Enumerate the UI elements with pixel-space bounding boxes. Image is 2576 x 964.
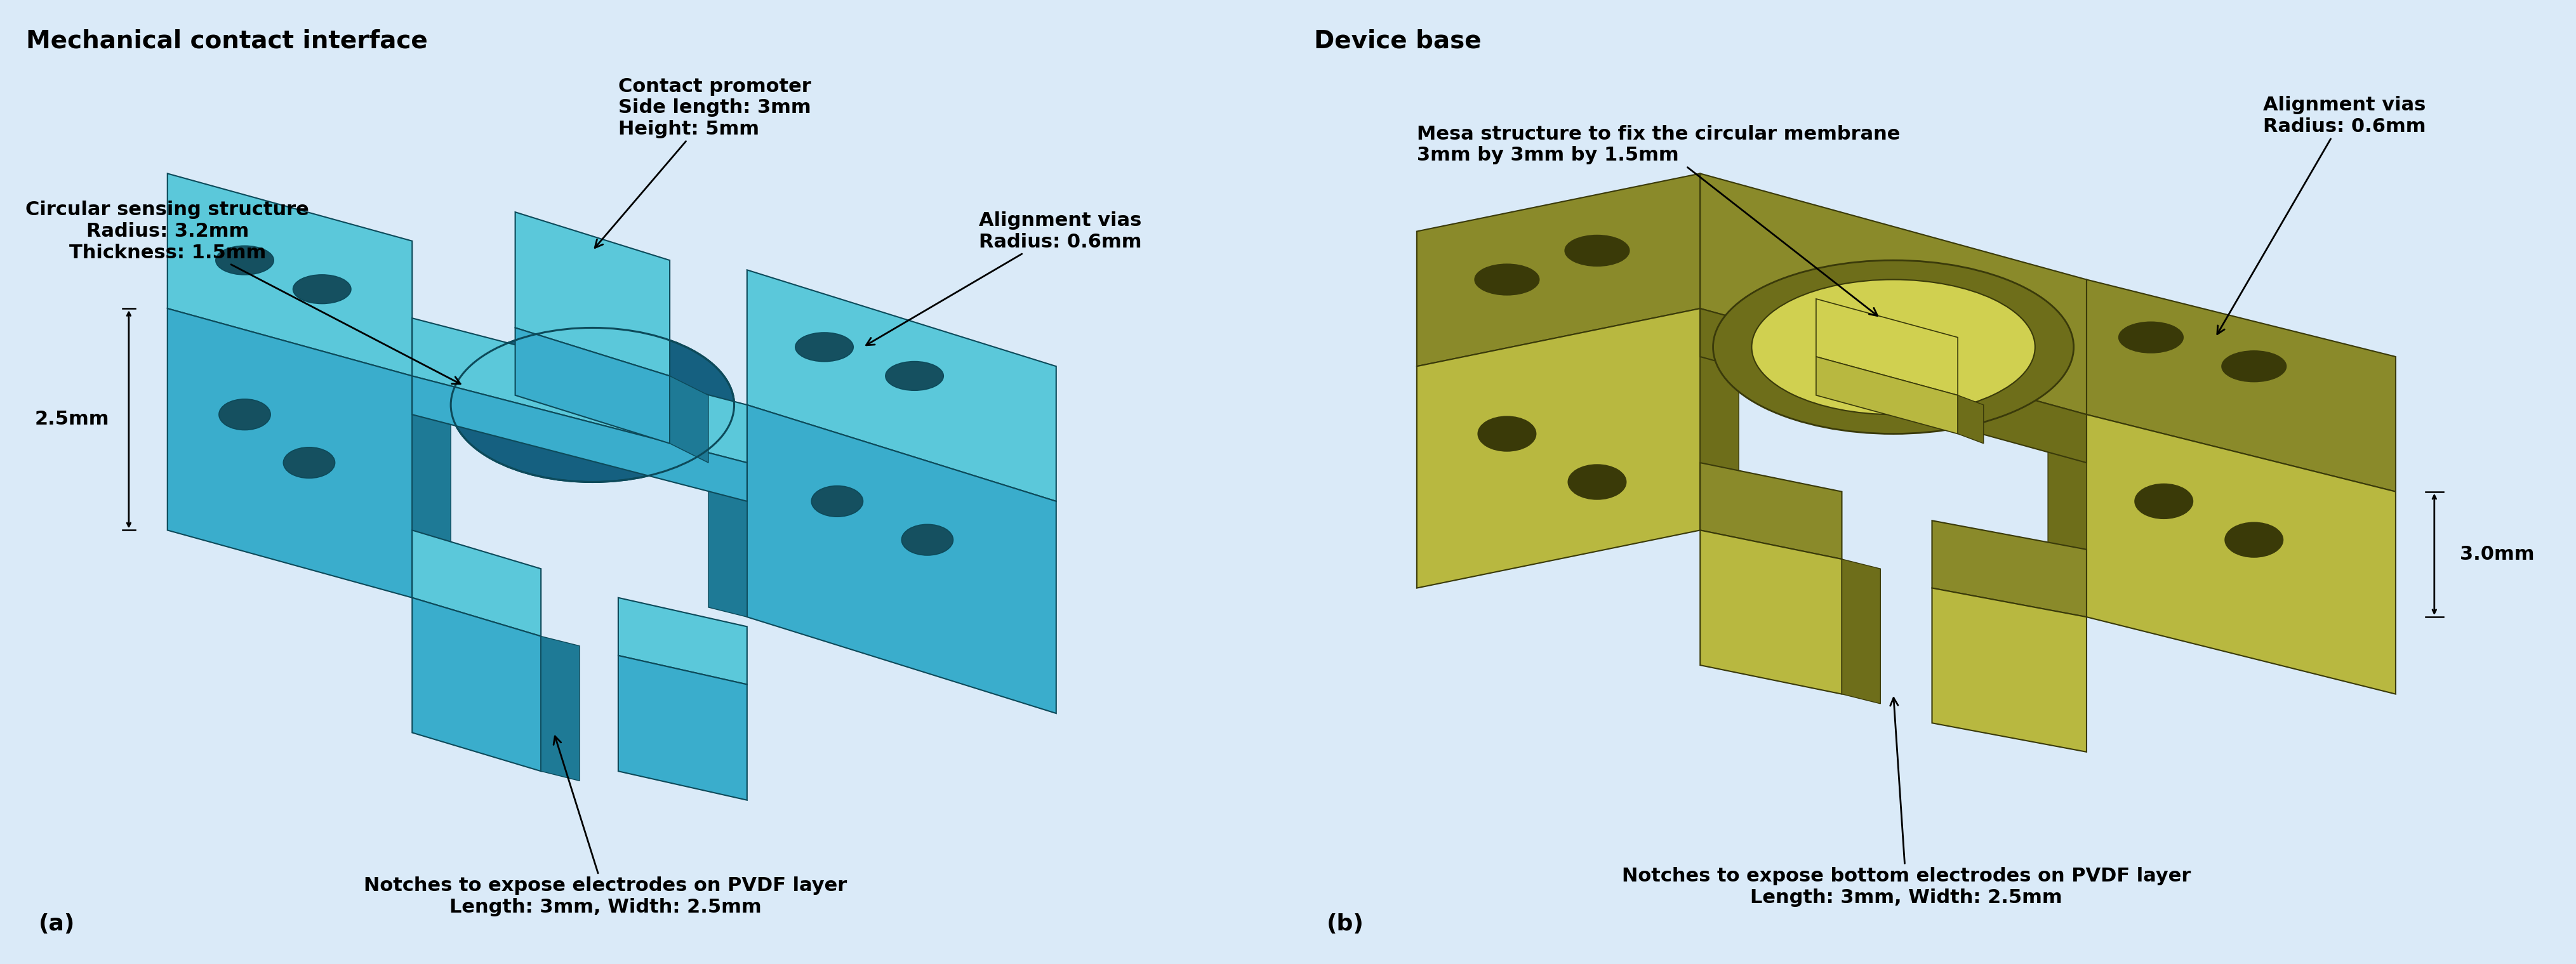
Ellipse shape bbox=[294, 275, 350, 304]
Text: Notches to expose bottom electrodes on PVDF layer
Length: 3mm, Width: 2.5mm: Notches to expose bottom electrodes on P… bbox=[1623, 698, 2190, 907]
Ellipse shape bbox=[1752, 280, 2035, 415]
Polygon shape bbox=[1417, 308, 1700, 588]
Polygon shape bbox=[1700, 308, 1739, 540]
Ellipse shape bbox=[216, 246, 273, 275]
Text: (b): (b) bbox=[1327, 914, 1365, 935]
Polygon shape bbox=[515, 328, 670, 443]
Text: Circular sensing structure
Radius: 3.2mm
Thickness: 1.5mm: Circular sensing structure Radius: 3.2mm… bbox=[26, 201, 461, 384]
Polygon shape bbox=[412, 530, 541, 636]
Polygon shape bbox=[747, 270, 1056, 501]
Polygon shape bbox=[1816, 357, 1958, 434]
Polygon shape bbox=[412, 376, 747, 501]
Text: 2.5mm: 2.5mm bbox=[36, 410, 108, 429]
Polygon shape bbox=[618, 656, 747, 800]
Polygon shape bbox=[1417, 174, 1700, 366]
Ellipse shape bbox=[2117, 322, 2184, 353]
Text: Alignment vias
Radius: 0.6mm: Alignment vias Radius: 0.6mm bbox=[866, 211, 1141, 345]
Polygon shape bbox=[167, 174, 412, 376]
Ellipse shape bbox=[2136, 484, 2192, 519]
Ellipse shape bbox=[811, 486, 863, 517]
Text: (a): (a) bbox=[39, 914, 75, 935]
Ellipse shape bbox=[1473, 264, 1538, 295]
Polygon shape bbox=[1700, 174, 2087, 415]
Polygon shape bbox=[1958, 395, 1984, 443]
Polygon shape bbox=[2048, 405, 2087, 617]
Ellipse shape bbox=[796, 333, 853, 362]
Polygon shape bbox=[1700, 308, 2087, 463]
Text: Notches to expose electrodes on PVDF layer
Length: 3mm, Width: 2.5mm: Notches to expose electrodes on PVDF lay… bbox=[363, 736, 848, 917]
Polygon shape bbox=[515, 212, 670, 376]
Polygon shape bbox=[747, 405, 1056, 713]
Polygon shape bbox=[708, 395, 747, 617]
Polygon shape bbox=[1816, 299, 1958, 395]
Text: Mesa structure to fix the circular membrane
3mm by 3mm by 1.5mm: Mesa structure to fix the circular membr… bbox=[1417, 124, 1901, 316]
Polygon shape bbox=[1700, 530, 1842, 694]
Ellipse shape bbox=[2226, 522, 2282, 557]
Text: 3.0mm: 3.0mm bbox=[2460, 545, 2535, 564]
Polygon shape bbox=[670, 376, 708, 463]
Text: Mechanical contact interface: Mechanical contact interface bbox=[26, 29, 428, 53]
Text: Device base: Device base bbox=[1314, 29, 1481, 53]
Ellipse shape bbox=[283, 447, 335, 478]
Polygon shape bbox=[2087, 415, 2396, 694]
Polygon shape bbox=[412, 598, 541, 771]
Polygon shape bbox=[412, 376, 451, 607]
Ellipse shape bbox=[219, 399, 270, 430]
Ellipse shape bbox=[1713, 260, 2074, 434]
Ellipse shape bbox=[2221, 351, 2287, 382]
Polygon shape bbox=[167, 308, 412, 598]
Ellipse shape bbox=[451, 328, 734, 482]
Polygon shape bbox=[618, 598, 747, 684]
Ellipse shape bbox=[1569, 465, 1625, 499]
Text: Contact promoter
Side length: 3mm
Height: 5mm: Contact promoter Side length: 3mm Height… bbox=[595, 77, 811, 248]
Text: Alignment vias
Radius: 0.6mm: Alignment vias Radius: 0.6mm bbox=[2218, 95, 2427, 335]
Polygon shape bbox=[541, 636, 580, 781]
Ellipse shape bbox=[902, 524, 953, 555]
Polygon shape bbox=[1932, 521, 2087, 617]
Polygon shape bbox=[412, 318, 747, 463]
Polygon shape bbox=[1700, 463, 1842, 559]
Polygon shape bbox=[1932, 588, 2087, 752]
Ellipse shape bbox=[1566, 235, 1631, 266]
Ellipse shape bbox=[1479, 416, 1535, 451]
Ellipse shape bbox=[886, 362, 943, 390]
Polygon shape bbox=[1842, 559, 1880, 704]
Polygon shape bbox=[2087, 280, 2396, 492]
